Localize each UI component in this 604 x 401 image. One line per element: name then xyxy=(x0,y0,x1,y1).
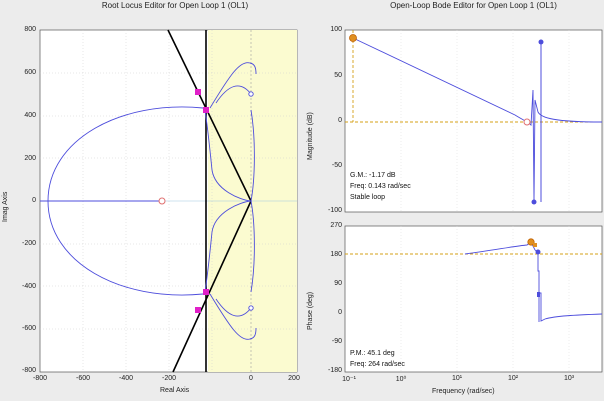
root-locus-x-tick: 0 xyxy=(249,375,253,382)
root-locus-y-tick: -800 xyxy=(21,367,36,374)
root-locus-y-tick: -200 xyxy=(21,240,36,247)
phase-y-tick: 90 xyxy=(334,280,342,287)
root-locus-x-tick: -800 xyxy=(32,375,48,382)
root-locus-x-tick: -600 xyxy=(75,375,91,382)
phase-y-tick: 270 xyxy=(330,222,342,229)
gain-margin-marker xyxy=(523,118,531,126)
bode-drag-handle xyxy=(349,34,357,42)
closed-loop-pole-marker xyxy=(195,89,201,95)
root-locus-y-tick: 0 xyxy=(32,197,36,204)
phase-y-tick: 180 xyxy=(330,251,342,258)
root-locus-x-tick: 200 xyxy=(288,375,300,382)
root-locus-y-tick: -400 xyxy=(21,283,36,290)
root-locus-y-tick: 200 xyxy=(24,155,36,162)
magnitude-y-tick: 100 xyxy=(330,26,342,33)
closed-loop-pole-marker xyxy=(203,107,209,113)
frequency-x-tick: 10⁻¹ xyxy=(342,376,356,383)
magnitude-y-tick: 0 xyxy=(338,117,342,124)
phase-y-tick: 0 xyxy=(338,309,342,316)
phase-ylabel: Phase (deg) xyxy=(307,291,314,330)
phase-margin-marker xyxy=(527,238,535,246)
frequency-xlabel: Frequency (rad/sec) xyxy=(432,388,495,395)
root-locus-x-tick: -400 xyxy=(118,375,134,382)
root-locus-y-tick: -600 xyxy=(21,325,36,332)
phase-margin-note: P.M.: 45.1 deg Freq: 264 rad/sec xyxy=(350,350,405,368)
phase-y-tick: -90 xyxy=(331,338,342,345)
frequency-x-tick: 10¹ xyxy=(451,375,463,382)
magnitude-y-tick: -100 xyxy=(327,207,342,214)
bode-title: Open-Loop Bode Editor for Open Loop 1 (O… xyxy=(390,1,557,10)
gain-margin-note: G.M.: -1.17 dB Freq: 0.143 rad/sec Stabl… xyxy=(350,172,411,201)
root-locus-plot[interactable] xyxy=(39,29,298,373)
root-locus-y-tick: 800 xyxy=(24,26,36,33)
magnitude-y-tick: 50 xyxy=(334,72,342,79)
phase-y-tick: -180 xyxy=(327,367,342,374)
root-locus-y-tick: 400 xyxy=(24,112,36,119)
closed-loop-pole-marker xyxy=(203,289,209,295)
root-locus-ylabel: Imag Axis xyxy=(2,191,9,222)
reference-marker xyxy=(158,197,166,205)
root-locus-title: Root Locus Editor for Open Loop 1 (OL1) xyxy=(101,1,249,10)
root-locus-y-tick: 600 xyxy=(24,69,36,76)
closed-loop-pole-marker xyxy=(195,307,201,313)
magnitude-y-tick: -50 xyxy=(331,162,342,169)
root-locus-x-tick: -200 xyxy=(161,375,177,382)
root-locus-xlabel: Real Axis xyxy=(160,387,190,394)
frequency-x-tick: 10³ xyxy=(563,375,575,382)
frequency-x-tick: 10² xyxy=(507,375,519,382)
frequency-x-tick: 10⁰ xyxy=(395,376,407,383)
magnitude-ylabel: Magnitude (dB) xyxy=(307,112,314,160)
bode-phase-plot[interactable] xyxy=(344,225,603,373)
bode-magnitude-plot[interactable] xyxy=(344,29,603,213)
